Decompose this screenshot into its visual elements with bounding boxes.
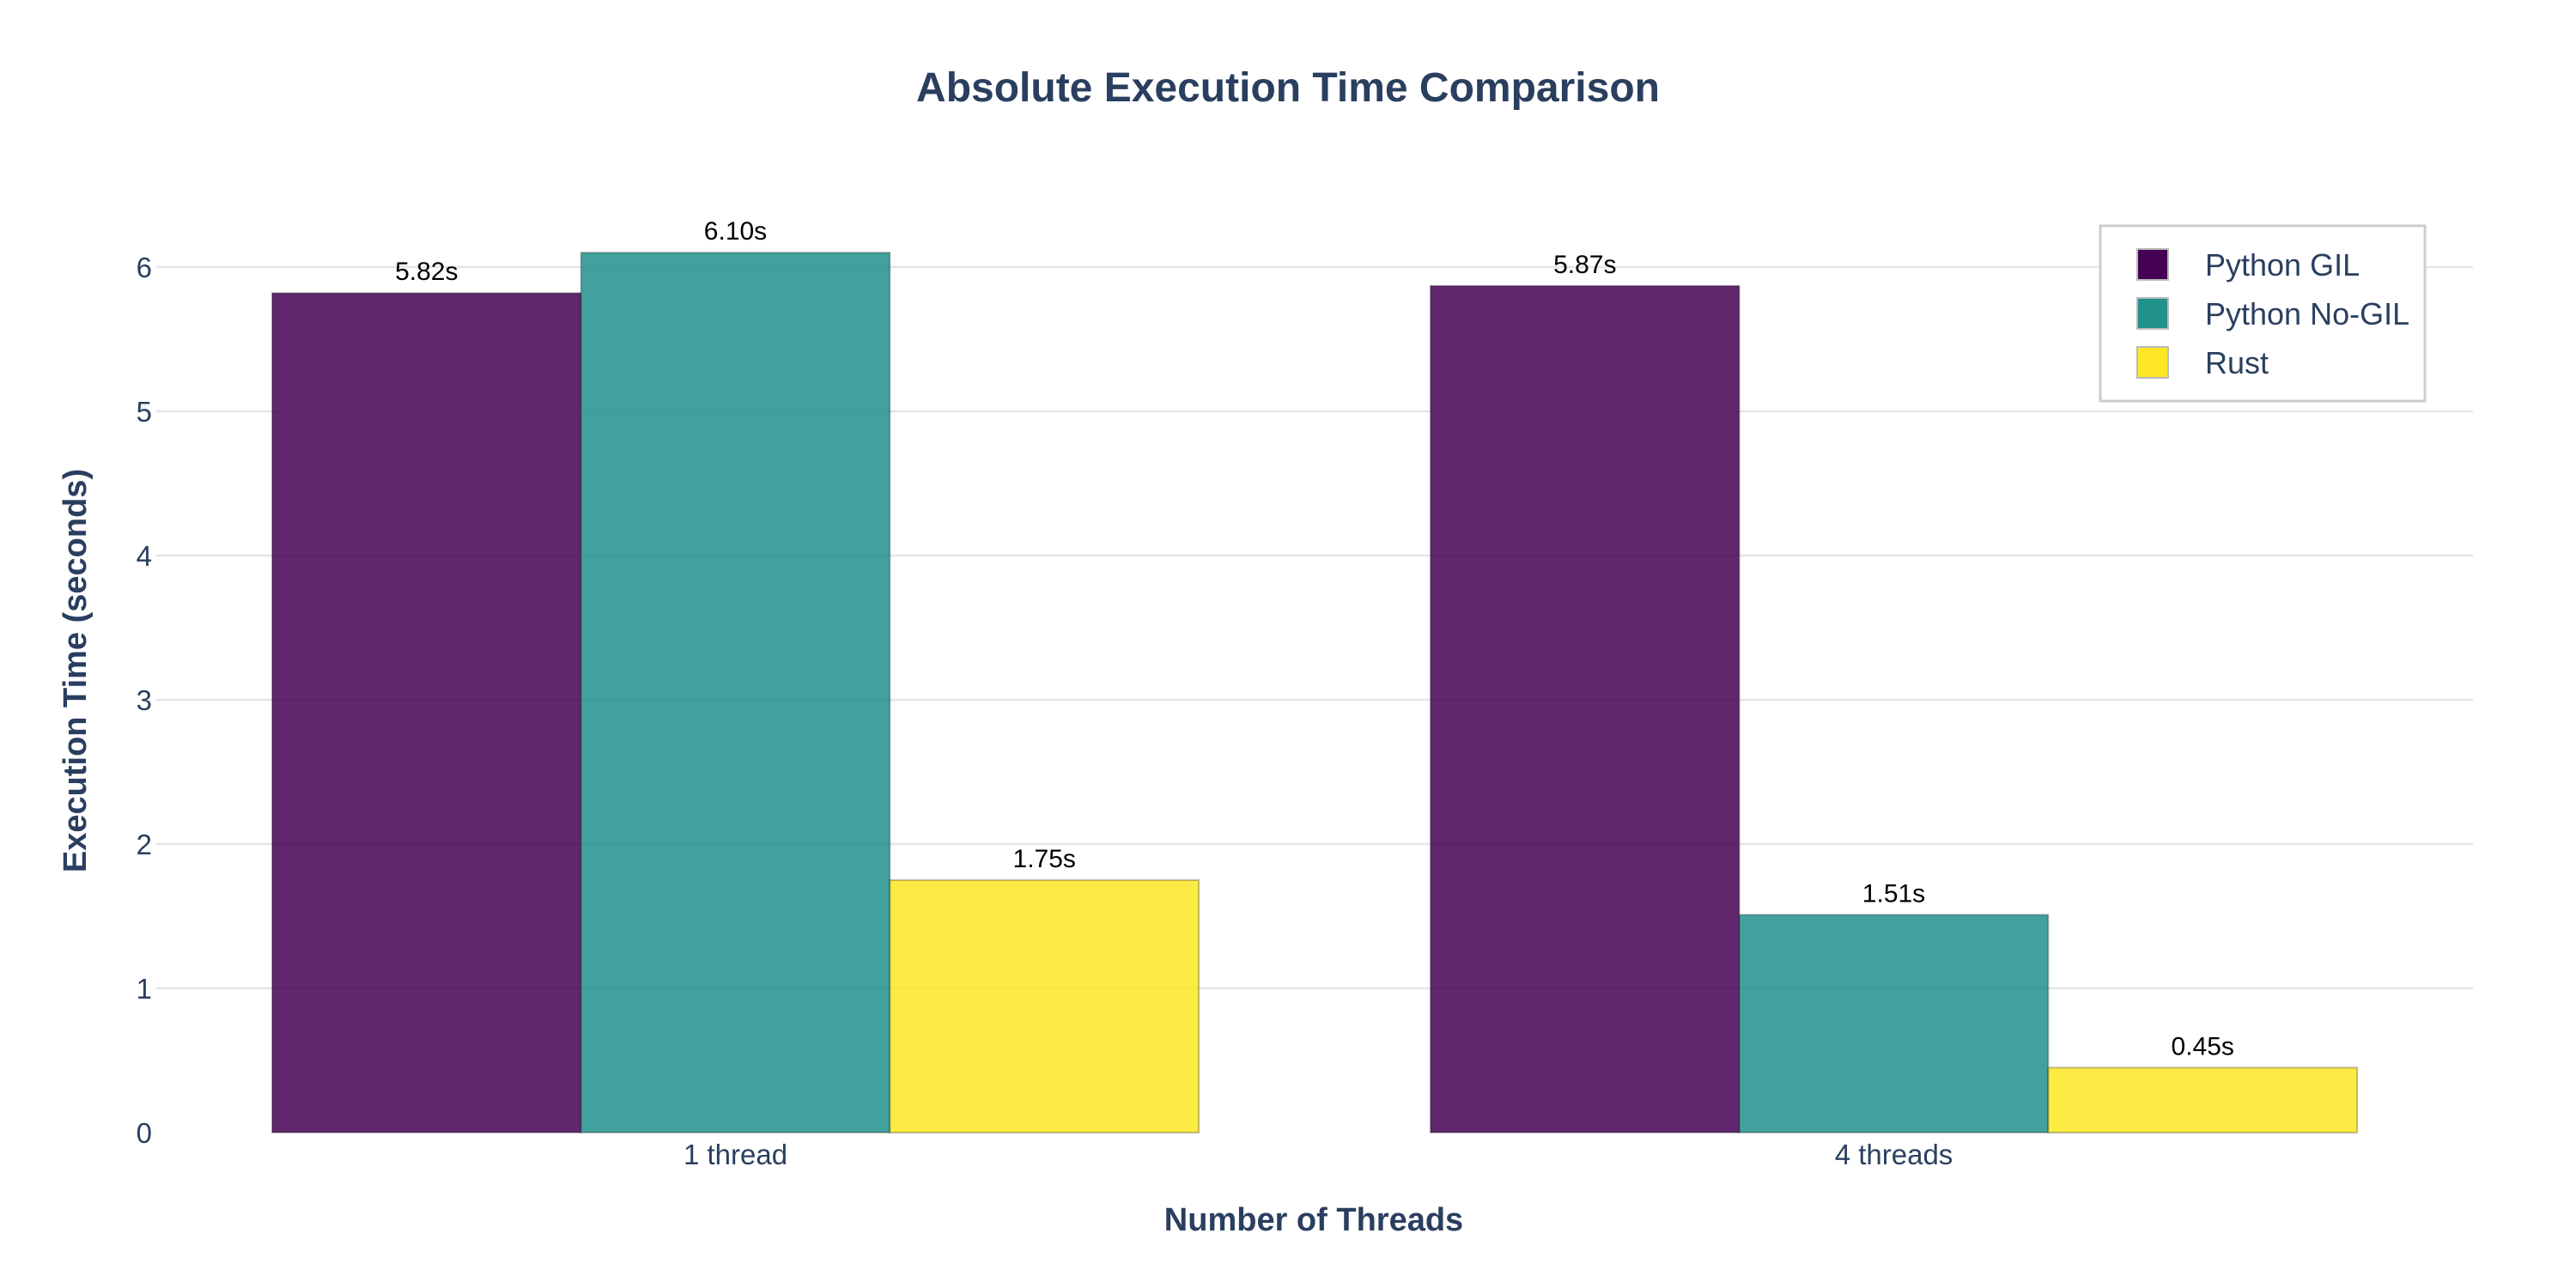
- y-tick-label: 5: [137, 396, 152, 428]
- legend-swatch: [2136, 248, 2169, 281]
- data-label: 5.82s: [395, 258, 458, 286]
- bar-python-no-gil: [580, 252, 891, 1134]
- bar-rust: [889, 879, 1200, 1133]
- data-label: 0.45s: [2172, 1032, 2234, 1060]
- legend-item: Python GIL: [2205, 247, 2360, 283]
- bars: 5.82s 6.10s 1.75s 5.87s 1.51s 0.45s: [270, 217, 2359, 1134]
- y-tick-label: 6: [137, 252, 152, 283]
- legend-swatch: [2136, 346, 2169, 379]
- legend-item: Rust: [2205, 345, 2269, 380]
- chart-title: Absolute Execution Time Comparison: [916, 65, 1660, 111]
- bar-python-no-gil: [1738, 914, 2050, 1133]
- y-axis-ticks: 0 1 2 3 4 5 6: [137, 252, 152, 1149]
- y-tick-label: 4: [137, 540, 152, 572]
- data-label: 6.10s: [704, 217, 767, 246]
- x-axis-ticks: 1 thread 4 threads: [683, 1139, 1953, 1170]
- x-tick-label: 4 threads: [1835, 1139, 1953, 1170]
- bar-python-gil: [1429, 284, 1741, 1133]
- legend-swatch: [2136, 297, 2169, 330]
- bar-rust: [2047, 1066, 2359, 1134]
- y-tick-label: 3: [137, 684, 152, 716]
- x-axis-title: Number of Threads: [1164, 1202, 1463, 1238]
- data-label: 1.51s: [1862, 879, 1925, 908]
- data-label: 5.87s: [1553, 251, 1616, 279]
- legend-item: Python No-GIL: [2205, 296, 2409, 331]
- y-tick-label: 1: [137, 973, 152, 1005]
- data-label: 1.75s: [1013, 845, 1076, 873]
- y-tick-label: 2: [137, 829, 152, 860]
- legend: Python GIL Python No-GIL Rust: [2099, 224, 2427, 403]
- y-tick-label: 0: [137, 1117, 152, 1149]
- x-tick-label: 1 thread: [683, 1139, 787, 1170]
- y-axis-title: Execution Time (seconds): [58, 469, 94, 872]
- bar-python-gil: [270, 292, 582, 1133]
